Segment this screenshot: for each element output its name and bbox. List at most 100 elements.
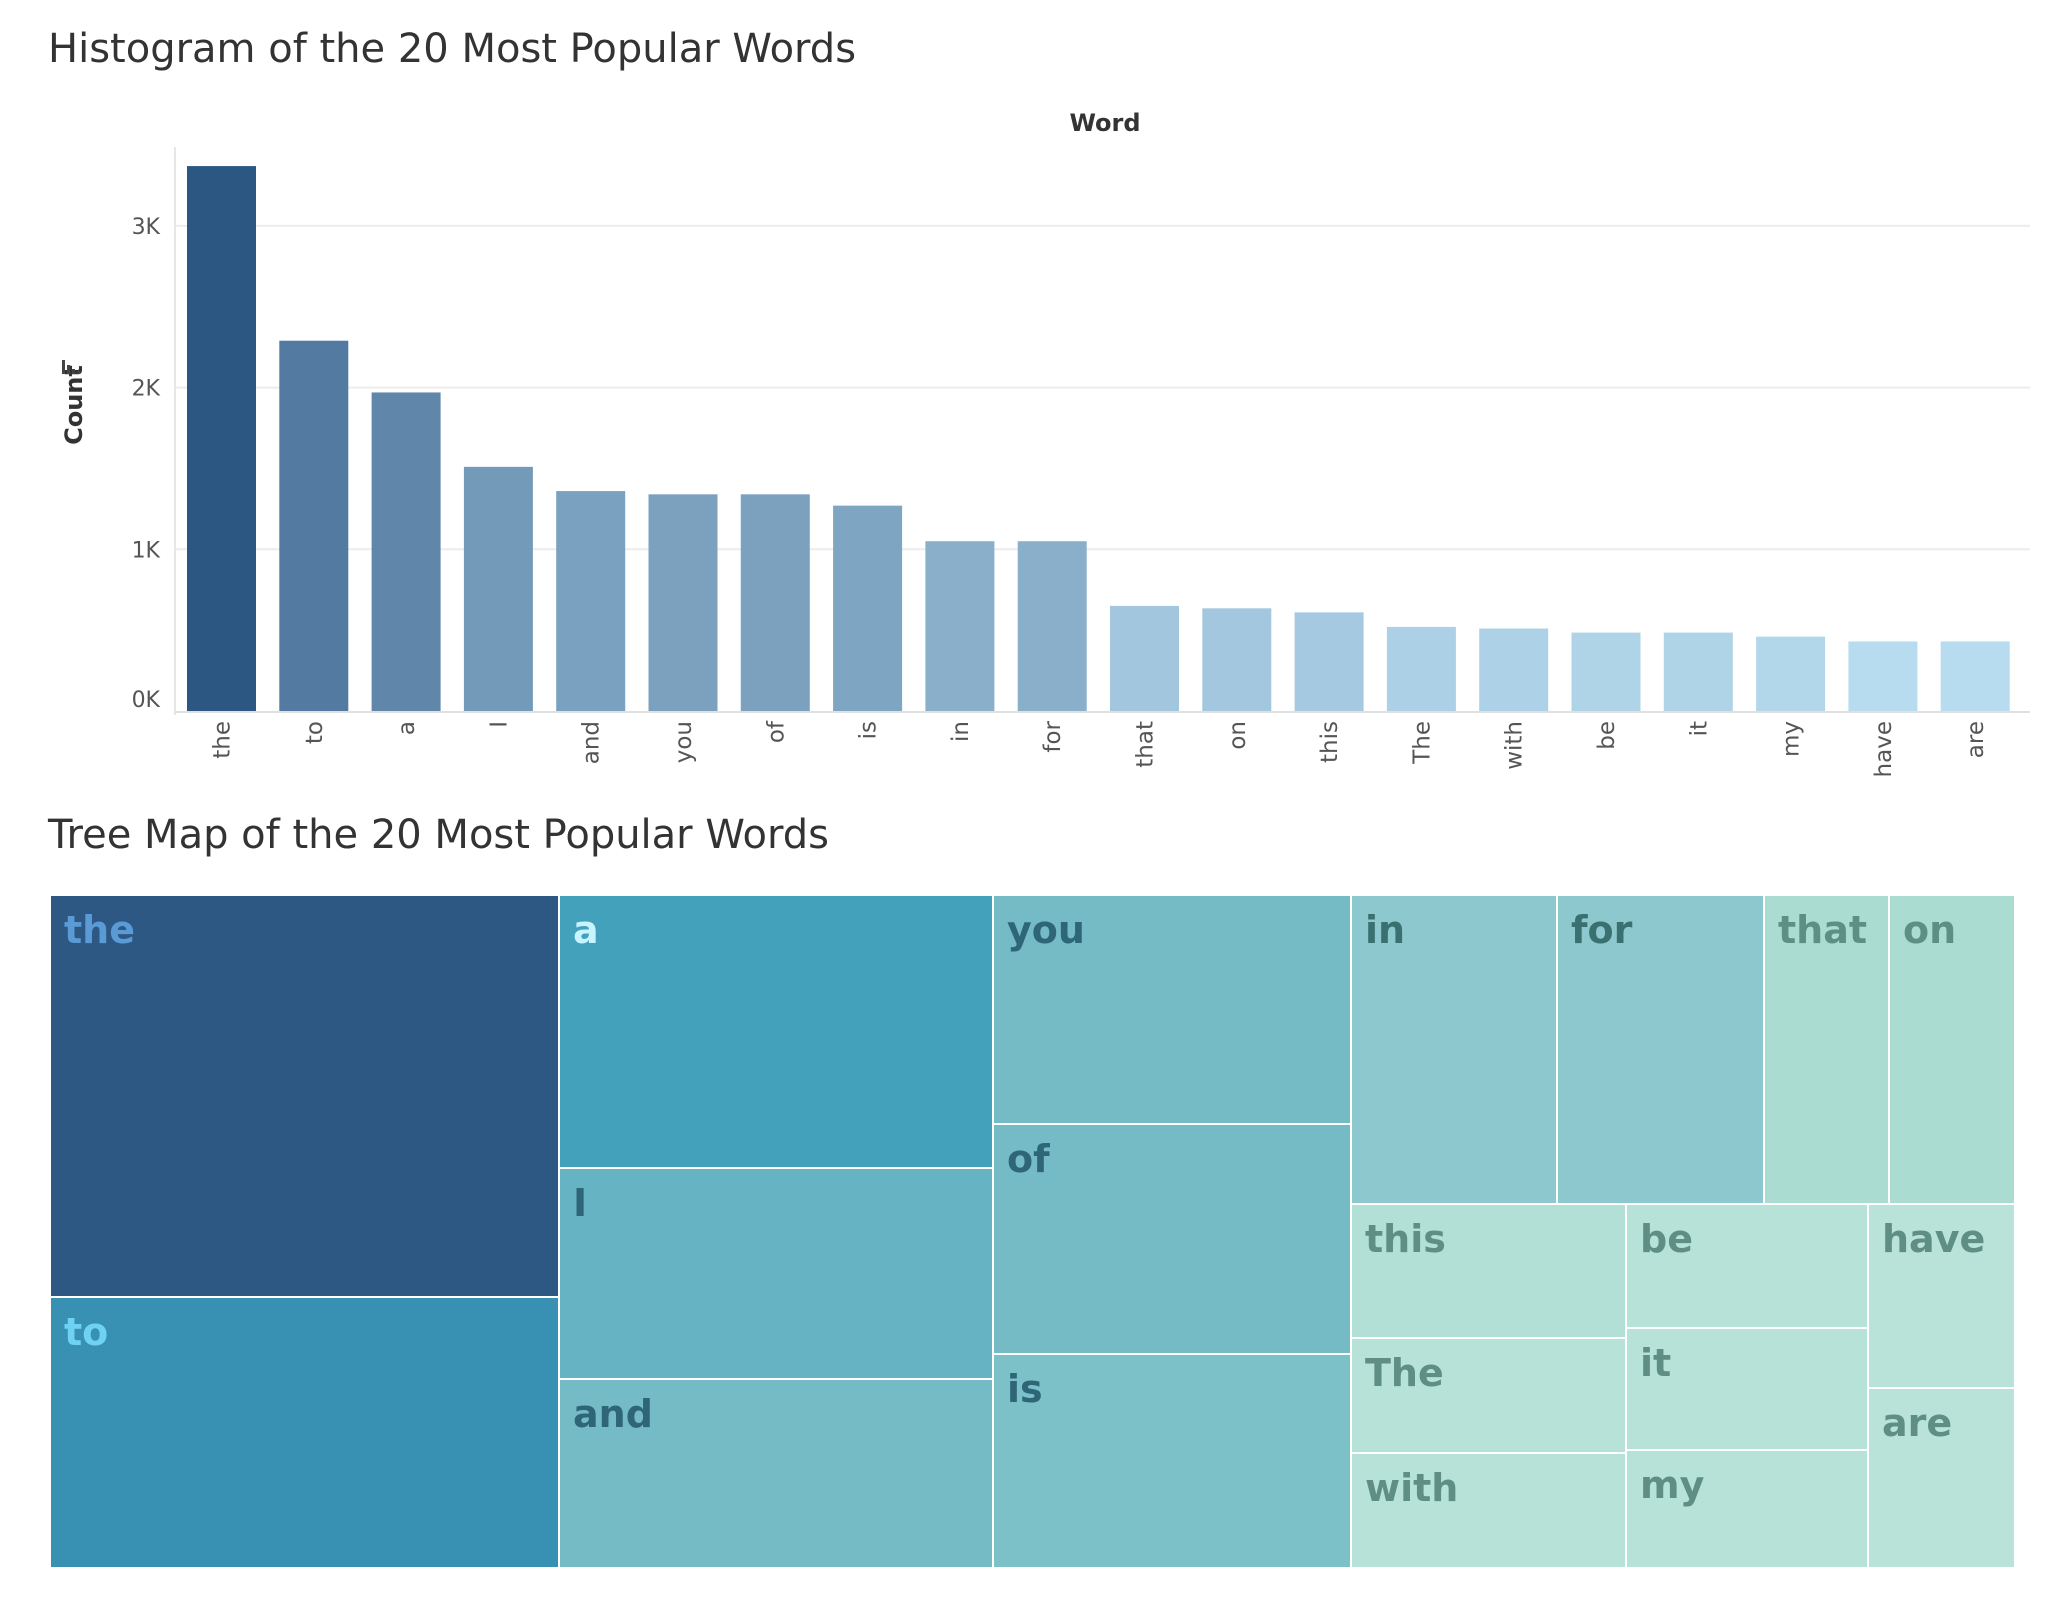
treemap-rect[interactable] [1350, 1452, 1627, 1569]
x-tick-label: in [948, 721, 974, 742]
treemap-cell-the[interactable]: the [49, 895, 560, 1298]
treemap-cell-have[interactable]: have [1867, 1203, 2016, 1389]
sort-icon[interactable] [62, 360, 80, 374]
treemap-rect[interactable] [1625, 1203, 1869, 1329]
bar-you[interactable] [648, 494, 718, 711]
treemap-cell-it[interactable]: it [1625, 1327, 1869, 1451]
treemap-label: of [1007, 1137, 1050, 1181]
treemap-cell-and[interactable]: and [558, 1378, 994, 1569]
treemap-label: you [1007, 908, 1085, 952]
treemap-rect[interactable] [1867, 1387, 2016, 1569]
treemap-rect[interactable] [1625, 1327, 1869, 1451]
treemap-rect[interactable] [1867, 1203, 2016, 1389]
bar-The[interactable] [1386, 626, 1456, 711]
x-tick-label: I [486, 721, 512, 728]
treemap-rect[interactable] [558, 1378, 994, 1569]
bar-to[interactable] [279, 340, 349, 711]
treemap-label: be [1640, 1217, 1693, 1261]
x-tick-label: with [1502, 721, 1528, 770]
y-tick-label: 2K [132, 377, 161, 402]
treemap-cell-a[interactable]: a [558, 895, 994, 1169]
treemap-cell-in[interactable]: in [1350, 895, 1558, 1205]
x-tick-label: for [1040, 720, 1066, 752]
bar-is[interactable] [833, 505, 903, 711]
treemap-cell-I[interactable]: I [558, 1167, 994, 1380]
treemap-rect[interactable] [558, 1167, 994, 1380]
treemap-cell-of[interactable]: of [992, 1123, 1352, 1355]
bar-are[interactable] [1940, 641, 2010, 711]
x-tick-label: have [1871, 721, 1897, 777]
treemap-label: to [64, 1310, 108, 1354]
y-tick-label: 1K [132, 538, 161, 563]
bar-for[interactable] [1017, 541, 1087, 711]
treemap-label: my [1640, 1463, 1705, 1507]
treemap-label: on [1903, 908, 1956, 952]
x-tick-label: of [763, 720, 789, 743]
treemap-cell-are[interactable]: are [1867, 1387, 2016, 1569]
x-tick-label: be [1594, 721, 1620, 750]
bar-my[interactable] [1756, 636, 1826, 711]
treemap-cell-with[interactable]: with [1350, 1452, 1627, 1569]
treemap-rect[interactable] [49, 1296, 560, 1569]
bar-have[interactable] [1848, 641, 1918, 711]
bar-a[interactable] [371, 392, 441, 711]
treemap-rect[interactable] [1556, 895, 1765, 1205]
x-tick-label: are [1963, 721, 1989, 758]
treemap-label: I [573, 1181, 587, 1225]
treemap-rect[interactable] [992, 1123, 1352, 1355]
treemap-cell-be[interactable]: be [1625, 1203, 1869, 1329]
treemap-cell-my[interactable]: my [1625, 1449, 1869, 1569]
treemap-cell-The[interactable]: The [1350, 1337, 1627, 1454]
x-tick-label: on [1225, 721, 1251, 750]
x-tick-label: and [579, 721, 605, 764]
bar-the[interactable] [187, 166, 256, 712]
bar-of[interactable] [740, 494, 810, 711]
x-tick-label: the [210, 721, 236, 759]
treemap-label: and [573, 1392, 653, 1436]
x-tick-label: to [302, 721, 328, 744]
y-axis-label: Count [60, 365, 88, 445]
x-tick-label: a [394, 721, 420, 735]
treemap-cell-to[interactable]: to [49, 1296, 560, 1569]
treemap-rect[interactable] [558, 895, 994, 1169]
histogram-title: Histogram of the 20 Most Popular Words [48, 26, 857, 72]
treemap-rect[interactable] [992, 1353, 1352, 1569]
treemap-label: is [1007, 1367, 1043, 1411]
treemap-rect[interactable] [992, 895, 1352, 1125]
bar-be[interactable] [1571, 632, 1641, 711]
x-tick-label: my [1779, 721, 1805, 757]
treemap-cell-for[interactable]: for [1556, 895, 1765, 1205]
bar-that[interactable] [1110, 605, 1179, 711]
bar-in[interactable] [925, 541, 995, 711]
bar-with[interactable] [1479, 628, 1549, 711]
bar-on[interactable] [1202, 608, 1272, 711]
bar-it[interactable] [1663, 632, 1733, 711]
y-tick-label: 3K [132, 215, 161, 240]
treemap-cell-this[interactable]: this [1350, 1203, 1627, 1339]
y-tick-label: 0K [132, 688, 161, 713]
treemap-rect[interactable] [49, 895, 560, 1298]
treemap-cell-is[interactable]: is [992, 1353, 1352, 1569]
x-tick-label: it [1686, 721, 1712, 736]
x-tick-label: that [1133, 721, 1159, 768]
treemap-rect[interactable] [1350, 1337, 1627, 1454]
treemap-rect[interactable] [1888, 895, 2016, 1205]
treemap-label: with [1365, 1466, 1458, 1510]
x-axis-label: Word [1069, 109, 1140, 137]
treemap-label: for [1571, 908, 1633, 952]
treemap-cell-on[interactable]: on [1888, 895, 2016, 1205]
treemap-cell-that[interactable]: that [1763, 895, 1890, 1205]
treemap-cell-you[interactable]: you [992, 895, 1352, 1125]
bar-this[interactable] [1294, 612, 1364, 711]
bar-and[interactable] [556, 491, 626, 711]
treemap-label: the [64, 908, 135, 952]
treemap-label: in [1365, 908, 1405, 952]
treemap-label: The [1365, 1351, 1444, 1395]
treemap-label: a [573, 908, 599, 952]
treemap-label: have [1882, 1217, 1985, 1261]
bar-I[interactable] [463, 466, 533, 711]
treemap-rect[interactable] [1350, 1203, 1627, 1339]
treemap-label: this [1365, 1217, 1446, 1261]
